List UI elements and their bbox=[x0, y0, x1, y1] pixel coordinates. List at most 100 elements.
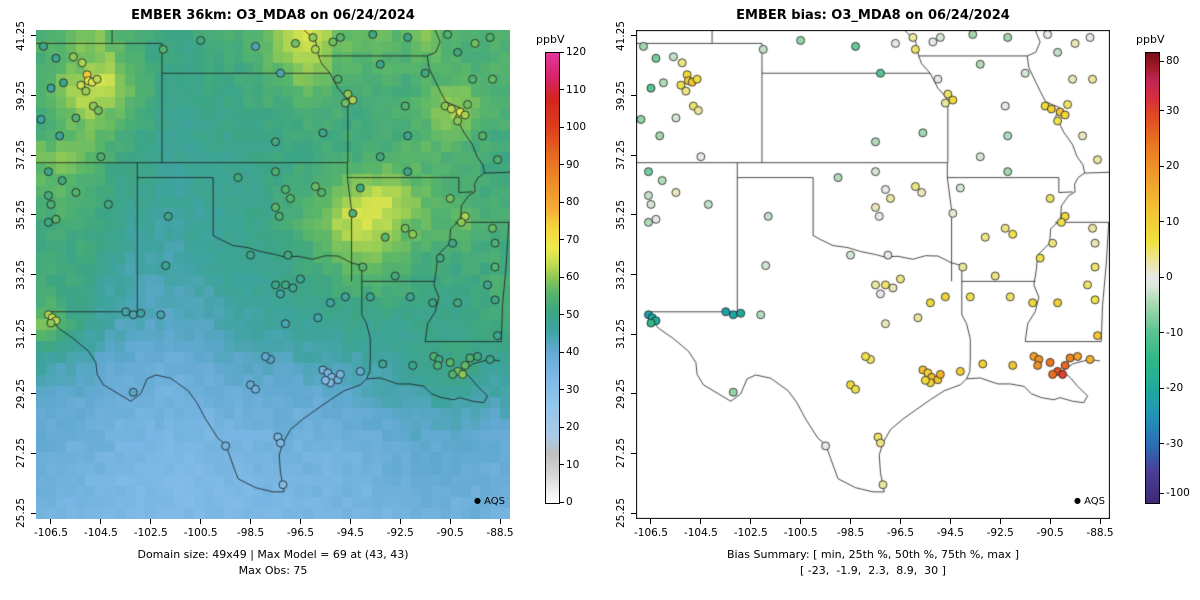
colorbar-tick bbox=[1160, 165, 1164, 167]
colorbar-tick bbox=[560, 164, 564, 165]
model-caption-line1: Domain size: 49x49 | Max Model = 69 at (… bbox=[137, 548, 409, 561]
x-axis-tick-label: -88.5 bbox=[1086, 527, 1114, 539]
bias-map-canvas bbox=[636, 30, 1110, 519]
colorbar-tick-label: 20 bbox=[1166, 160, 1180, 172]
aqs-legend-label: AQS bbox=[1084, 496, 1105, 507]
colorbar-tick bbox=[1160, 221, 1164, 222]
colorbar-tick-label: 10 bbox=[566, 458, 580, 471]
colorbar-tick-label: 50 bbox=[566, 308, 580, 321]
model-caption-line2: Max Obs: 75 bbox=[238, 564, 308, 577]
y-axis-tick bbox=[31, 393, 36, 395]
x-axis-tick bbox=[949, 519, 951, 524]
model-map-canvas bbox=[36, 30, 510, 519]
y-axis-tick bbox=[31, 95, 36, 97]
y-axis-tick bbox=[631, 35, 636, 37]
colorbar-tick bbox=[1160, 60, 1164, 62]
y-axis-tick-label: 27.25 bbox=[15, 438, 27, 469]
bias-map-panel: EMBER bias: O3_MDA8 on 06/24/2024 ppbV ●… bbox=[600, 0, 1200, 600]
aqs-dot-icon: ● bbox=[473, 496, 481, 505]
colorbar-tick bbox=[1160, 492, 1164, 494]
y-axis-tick bbox=[31, 512, 36, 514]
colorbar-tick-label: 110 bbox=[566, 83, 587, 96]
x-axis-tick-label: -106.5 bbox=[634, 527, 668, 539]
bias-caption-line1: Bias Summary: [ min, 25th %, 50th %, 75t… bbox=[726, 548, 1020, 561]
y-axis-tick-label: 39.25 bbox=[615, 80, 627, 111]
colorbar-tick bbox=[560, 464, 564, 465]
x-axis-tick bbox=[399, 519, 401, 524]
y-axis-tick-label: 41.25 bbox=[15, 20, 27, 51]
x-axis-tick-label: -106.5 bbox=[34, 527, 68, 539]
y-axis-tick bbox=[31, 154, 36, 156]
x-axis-tick-label: -94.5 bbox=[936, 527, 964, 539]
colorbar-tick-label: -10 bbox=[1166, 326, 1184, 339]
aqs-dot-icon: ● bbox=[1073, 496, 1081, 505]
x-axis-tick-label: -102.5 bbox=[733, 527, 768, 539]
x-axis-tick bbox=[650, 519, 652, 524]
x-axis-tick-label: -88.5 bbox=[486, 527, 514, 539]
colorbar-tick-label: 80 bbox=[1166, 55, 1180, 67]
model-map-title: EMBER 36km: O3_MDA8 on 06/24/2024 bbox=[131, 8, 415, 23]
y-axis-tick-label: 41.25 bbox=[615, 20, 627, 51]
y-axis-tick bbox=[631, 333, 636, 335]
colorbar-tick bbox=[560, 426, 564, 428]
colorbar-tick-label: -30 bbox=[1166, 437, 1184, 450]
colorbar-tick bbox=[560, 51, 564, 53]
bias-colorbar bbox=[1145, 52, 1160, 504]
y-axis-tick bbox=[631, 452, 636, 454]
y-axis-tick-label: 31.25 bbox=[615, 319, 627, 350]
y-axis-tick-label: 37.25 bbox=[15, 140, 27, 171]
y-axis-tick-label: 29.25 bbox=[615, 378, 627, 409]
x-axis-tick-label: -94.5 bbox=[336, 527, 364, 539]
colorbar-tick-label: 90 bbox=[566, 158, 580, 171]
x-axis-tick bbox=[850, 519, 852, 524]
colorbar-tick bbox=[560, 314, 564, 315]
x-axis-tick bbox=[250, 519, 252, 524]
x-axis-tick bbox=[349, 519, 351, 524]
x-axis-tick bbox=[1099, 519, 1101, 524]
x-axis-tick-label: -100.5 bbox=[183, 527, 218, 539]
y-axis-tick-label: 35.25 bbox=[615, 199, 627, 230]
colorbar-tick bbox=[560, 276, 564, 278]
x-axis-tick-label: -90.5 bbox=[1036, 527, 1064, 539]
y-axis-tick-label: 35.25 bbox=[15, 199, 27, 230]
y-axis-tick-label: 25.25 bbox=[15, 498, 27, 529]
x-axis-tick bbox=[700, 519, 702, 524]
colorbar-tick-label: 80 bbox=[566, 196, 580, 208]
colorbar-tick bbox=[560, 239, 564, 240]
colorbar-tick-label: 0 bbox=[1166, 271, 1173, 283]
bias-map-title: EMBER bias: O3_MDA8 on 06/24/2024 bbox=[736, 8, 1010, 23]
x-axis-tick bbox=[200, 519, 202, 524]
x-axis-tick bbox=[449, 519, 451, 524]
x-axis-tick-label: -90.5 bbox=[436, 527, 464, 539]
colorbar-tick bbox=[560, 126, 564, 128]
colorbar-tick-label: -20 bbox=[1166, 382, 1184, 394]
y-axis-tick bbox=[631, 393, 636, 395]
x-axis-tick bbox=[800, 519, 802, 524]
colorbar-tick-label: 60 bbox=[566, 271, 580, 283]
x-axis-tick-label: -92.5 bbox=[386, 527, 414, 539]
y-axis-tick-label: 27.25 bbox=[615, 438, 627, 469]
y-axis-tick bbox=[31, 452, 36, 454]
y-axis-tick bbox=[631, 154, 636, 156]
colorbar-tick-label: 120 bbox=[566, 46, 587, 58]
colorbar-tick bbox=[560, 501, 564, 503]
colorbar-tick bbox=[560, 201, 564, 203]
colorbar-tick-label: 10 bbox=[1166, 215, 1180, 228]
colorbar-tick-label: 100 bbox=[566, 121, 587, 133]
model-colorbar-unit-label: ppbV bbox=[536, 33, 565, 46]
x-axis-tick bbox=[50, 519, 52, 524]
x-axis-tick bbox=[899, 519, 901, 524]
colorbar-tick-label: 0 bbox=[566, 496, 573, 508]
y-axis-tick-label: 31.25 bbox=[15, 319, 27, 350]
y-axis-tick-label: 29.25 bbox=[15, 378, 27, 409]
aqs-legend: ● AQS bbox=[1000, 496, 1105, 507]
x-axis-tick-label: -104.5 bbox=[683, 527, 718, 539]
x-axis-tick bbox=[299, 519, 301, 524]
colorbar-tick-label: 40 bbox=[566, 346, 580, 358]
colorbar-tick-label: 20 bbox=[566, 421, 580, 433]
x-axis-tick-label: -96.5 bbox=[286, 527, 315, 539]
aqs-legend-label: AQS bbox=[484, 496, 505, 507]
x-axis-tick bbox=[1049, 519, 1051, 524]
colorbar-tick bbox=[1160, 332, 1164, 333]
x-axis-tick-label: -96.5 bbox=[886, 527, 915, 539]
